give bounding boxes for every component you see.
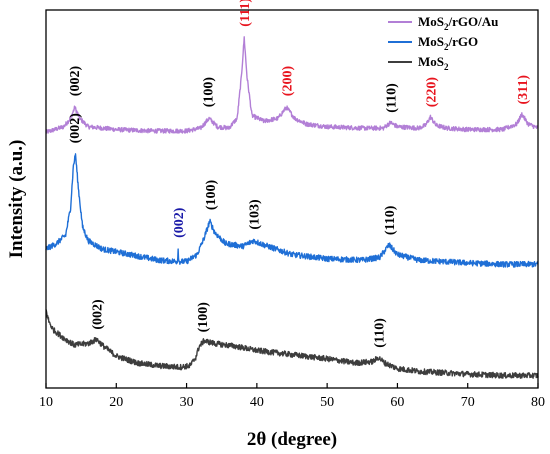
peak-label-12: (002) [91, 299, 106, 330]
peak-label-3: (200) [280, 66, 295, 97]
peak-label-4: (110) [384, 83, 399, 113]
peak-label-10: (103) [247, 199, 262, 230]
x-tick-label-0: 10 [39, 395, 53, 410]
x-tick-label-4: 50 [320, 395, 334, 410]
annotation-layer: (002) (100) (111) (200) (110) (220) (311) (002)… [68, 0, 531, 348]
peak-label-6: (311) [516, 75, 531, 105]
x-tick-label-5: 60 [390, 395, 404, 410]
plot-frame [45, 9, 539, 389]
peak-label-13: (100) [196, 302, 211, 333]
peak-label-2: (111) [238, 0, 253, 27]
legend-label-1: MoS2/rGO [418, 34, 478, 52]
series-layer [45, 36, 539, 379]
legend: MoS2/rGO/Au MoS2/rGO MoS2 [388, 14, 498, 72]
peak-label-14: (110) [373, 318, 388, 348]
series-line-1 [45, 153, 539, 268]
y-axis-title: Intensity (a.u.) [6, 140, 27, 259]
x-tick-label-1: 20 [109, 395, 123, 410]
peak-label-5: (220) [425, 77, 440, 108]
peak-label-9: (100) [204, 179, 219, 210]
peak-label-7: (002) [68, 113, 83, 144]
x-tick-label-3: 40 [250, 395, 264, 410]
peak-label-1: (100) [202, 77, 217, 108]
x-axis-title: 2θ (degree) [247, 429, 337, 450]
x-tick-label-2: 30 [180, 395, 194, 410]
peak-label-0: (002) [68, 66, 83, 97]
legend-label-2: MoS2 [418, 54, 449, 72]
legend-label-0: MoS2/rGO/Au [418, 14, 498, 32]
x-tick-label-6: 70 [461, 395, 475, 410]
x-tick-label-7: 80 [531, 395, 545, 410]
series-line-2 [45, 309, 539, 379]
peak-label-11: (110) [383, 205, 398, 235]
tick-layer: 10 20 30 40 50 60 70 80 [39, 383, 545, 410]
peak-label-8: (002) [172, 207, 187, 238]
series-line-0 [45, 36, 539, 134]
